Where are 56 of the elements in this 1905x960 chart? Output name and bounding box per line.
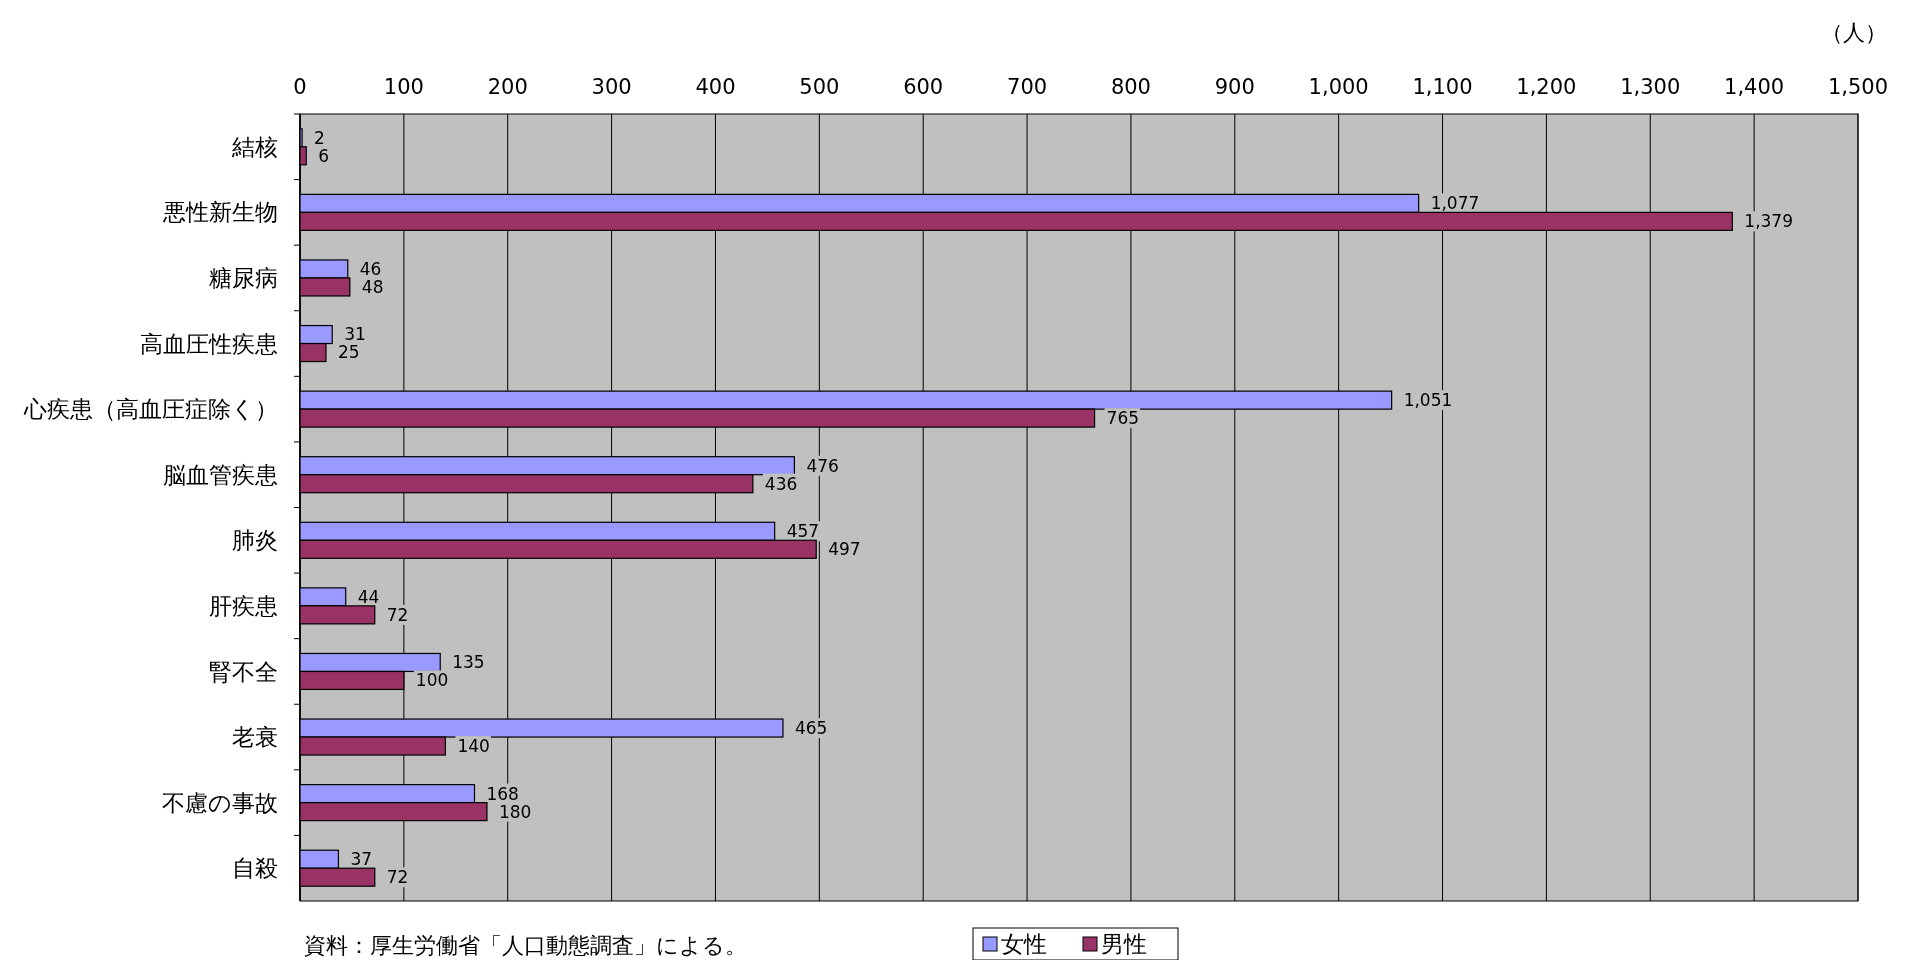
data-label: 497 [828,539,861,560]
data-label: 31 [344,324,366,345]
x-tick-label: 1,200 [1516,75,1577,99]
x-tick-label: 1,400 [1724,75,1785,99]
data-label: 1,379 [1744,211,1793,232]
data-label: 180 [498,801,532,822]
x-tick-label: 600 [903,75,944,99]
data-label: 1,077 [1430,193,1480,214]
y-tick-label: 老衰 [232,724,278,751]
data-label: 765 [1106,408,1140,429]
x-tick-label: 1,300 [1620,75,1681,99]
y-tick-label: 結核 [231,133,278,160]
x-tick-label: 300 [591,75,632,99]
data-label: 135 [452,652,485,673]
x-tick-label: 1,100 [1412,75,1473,99]
y-tick-label: 肺炎 [232,527,278,554]
data-label: 44 [357,586,380,607]
data-label: 436 [764,473,798,494]
data-label: 72 [386,867,409,888]
y-tick-label: 糖尿病 [209,265,278,292]
x-tick-label: 1,500 [1827,75,1889,99]
x-tick-label: 400 [695,75,736,99]
x-tick-label: 500 [799,75,840,99]
data-label: 6 [318,145,330,166]
x-tick-label: 1,000 [1308,75,1369,99]
data-label: 168 [486,783,519,804]
y-tick-label: 腎不全 [209,658,278,685]
data-label: 100 [415,670,449,691]
x-tick-label: 900 [1214,75,1255,99]
data-label: 465 [794,717,828,738]
data-label: 48 [361,276,384,297]
x-tick-label: 0 [293,75,307,99]
data-label: 1,051 [1403,390,1453,411]
data-label: 72 [386,604,409,625]
data-label: 2 [314,127,325,148]
x-axis-title: （人） [1821,20,1887,45]
y-tick-label: 高血圧性疾患 [140,330,278,357]
y-tick-label: 悪性新生物 [162,199,278,226]
x-tick-label: 200 [487,75,528,99]
y-tick-label: 脳血管疾患 [163,461,278,488]
data-label: 25 [337,342,360,363]
y-tick-label: 心疾患（高血圧症除く） [23,396,278,423]
data-label: 46 [359,258,382,279]
x-tick-label: 100 [383,75,424,99]
data-label: 457 [786,521,820,542]
y-tick-label: 肝疾患 [209,592,278,619]
x-tick-label: 700 [1007,75,1048,99]
legend-label: 女性 [1001,931,1047,958]
y-tick-label: 自殺 [232,855,278,882]
y-tick-label: 不慮の事故 [162,789,278,816]
data-label: 476 [806,455,839,476]
x-tick-label: 800 [1110,75,1151,99]
data-label: 37 [350,849,373,870]
text: 資料：厚生労働省「人口動態調査」による。 [304,933,747,958]
legend-label: 男性 [1101,931,1147,958]
data-label: 140 [457,735,490,756]
